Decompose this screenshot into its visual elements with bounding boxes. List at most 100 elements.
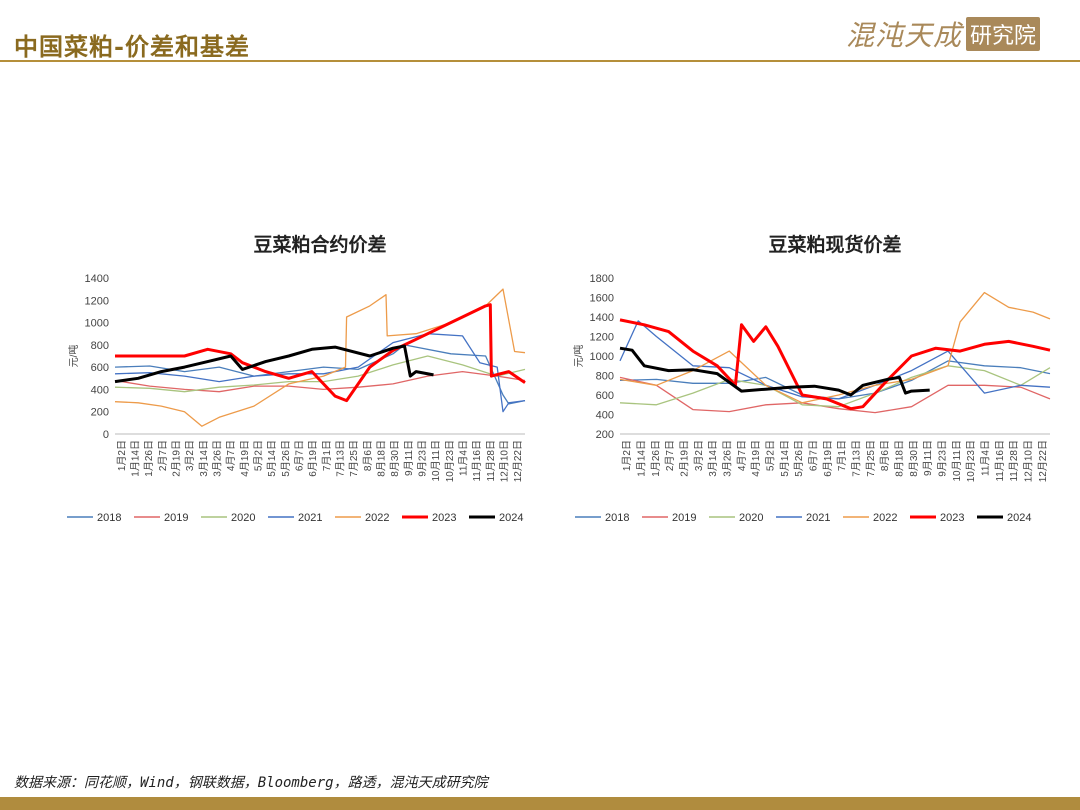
x-tick-label: 10月11日 xyxy=(430,440,442,482)
x-tick-label: 8月30日 xyxy=(389,440,401,477)
x-tick-label: 12月22日 xyxy=(1037,440,1049,482)
x-tick-label: 7月25日 xyxy=(348,440,360,477)
x-tick-label: 7月1日 xyxy=(836,440,848,471)
x-tick-label: 2月7日 xyxy=(157,440,169,471)
series-line-2019 xyxy=(619,376,1051,414)
legend-label-2018: 2018 xyxy=(605,512,629,524)
y-tick-label: 600 xyxy=(91,362,109,374)
y-tick-label: 1000 xyxy=(85,318,109,330)
y-axis-label: 元/吨 xyxy=(67,345,80,368)
footer-bar xyxy=(0,797,1080,810)
legend-label-2020: 2020 xyxy=(231,512,255,524)
x-tick-label: 6月19日 xyxy=(307,440,319,477)
x-tick-label: 8月30日 xyxy=(908,440,920,477)
x-tick-label: 11月28日 xyxy=(485,440,497,482)
y-tick-label: 200 xyxy=(91,407,109,419)
x-tick-label: 11月4日 xyxy=(980,440,992,476)
x-tick-label: 8月18日 xyxy=(376,440,388,477)
y-tick-label: 1000 xyxy=(590,351,614,363)
data-source-note: 数据来源：同花顺，Wind，钢联数据，Bloomberg，路透，混沌天成研究院 xyxy=(14,775,488,791)
x-tick-label: 1月2日 xyxy=(621,440,633,471)
x-tick-label: 3月2日 xyxy=(184,440,196,471)
x-tick-label: 10月23日 xyxy=(965,440,977,482)
x-tick-label: 2月7日 xyxy=(664,440,676,471)
x-tick-label: 7月25日 xyxy=(865,440,877,477)
y-tick-label: 1800 xyxy=(590,273,614,285)
logo-name: 混沌天成 xyxy=(846,19,963,52)
y-tick-label: 400 xyxy=(596,410,614,422)
y-tick-label: 1200 xyxy=(590,332,614,344)
x-tick-label: 11月28日 xyxy=(1008,440,1020,482)
series-line-2022 xyxy=(114,288,526,427)
legend-label-2024: 2024 xyxy=(499,512,523,524)
x-tick-label: 1月26日 xyxy=(143,440,155,477)
x-tick-label: 11月16日 xyxy=(994,440,1006,482)
y-tick-label: 1600 xyxy=(590,293,614,305)
legend-label-2022: 2022 xyxy=(873,512,897,524)
x-tick-label: 8月18日 xyxy=(894,440,906,477)
series-line-2020 xyxy=(114,355,526,393)
x-tick-label: 1月26日 xyxy=(650,440,662,477)
y-tick-label: 1400 xyxy=(85,273,109,285)
x-tick-label: 9月23日 xyxy=(937,440,949,477)
y-tick-label: 0 xyxy=(103,429,109,441)
x-tick-label: 5月2日 xyxy=(253,440,265,471)
x-tick-label: 2月19日 xyxy=(679,440,691,477)
chart-title: 豆菜粕现货价差 xyxy=(768,233,901,256)
x-tick-label: 9月11日 xyxy=(403,440,415,476)
x-tick-label: 1月14日 xyxy=(636,440,648,477)
chart-spot-spread: 豆菜粕现货价差 200 400 600 800 1000 1200 1400 1600 1800 元… xyxy=(572,233,1051,524)
series-line-2021 xyxy=(619,320,1051,400)
series-line-2023 xyxy=(115,303,526,403)
x-tick-label: 11月16日 xyxy=(471,440,483,482)
x-tick-label: 5月14日 xyxy=(779,440,791,477)
x-tick-label: 6月19日 xyxy=(822,440,834,477)
series-line-2021 xyxy=(114,333,526,413)
y-tick-label: 200 xyxy=(596,429,614,441)
x-tick-label: 3月26日 xyxy=(212,440,224,477)
legend-label-2018: 2018 xyxy=(97,512,121,524)
x-tick-label: 3月2日 xyxy=(693,440,705,471)
x-tick-label: 1月14日 xyxy=(130,440,142,477)
legend-label-2021: 2021 xyxy=(298,512,322,524)
x-tick-label: 6月7日 xyxy=(808,440,820,471)
x-tick-label: 4月7日 xyxy=(736,440,748,471)
x-tick-label: 5月26日 xyxy=(280,440,292,477)
brand-logo: 混沌天成 研究院 xyxy=(846,16,1041,52)
x-tick-label: 3月14日 xyxy=(707,440,719,477)
x-tick-label: 7月1日 xyxy=(321,440,333,471)
x-tick-label: 12月10日 xyxy=(1023,440,1035,482)
series-line-2024 xyxy=(114,344,434,384)
x-tick-label: 10月11日 xyxy=(951,440,963,482)
x-tick-label: 7月13日 xyxy=(851,440,863,477)
x-tick-label: 3月14日 xyxy=(198,440,210,477)
x-tick-label: 4月19日 xyxy=(239,440,251,477)
y-tick-label: 600 xyxy=(596,390,614,402)
series-line-2022 xyxy=(619,291,1051,404)
x-tick-label: 2月19日 xyxy=(171,440,183,477)
x-tick-label: 9月23日 xyxy=(417,440,429,477)
legend-label-2019: 2019 xyxy=(672,512,696,524)
legend-label-2023: 2023 xyxy=(940,512,964,524)
legend-label-2021: 2021 xyxy=(806,512,830,524)
y-tick-label: 800 xyxy=(91,340,109,352)
page-title: 中国菜粕-价差和基差 xyxy=(14,32,250,61)
x-tick-label: 10月23日 xyxy=(444,440,456,482)
x-tick-label: 8月6日 xyxy=(879,440,891,471)
legend-label-2019: 2019 xyxy=(164,512,188,524)
x-tick-label: 5月26日 xyxy=(793,440,805,477)
x-tick-label: 5月14日 xyxy=(266,440,278,477)
x-tick-label: 4月7日 xyxy=(225,440,237,471)
x-tick-label: 7月13日 xyxy=(335,440,347,477)
x-tick-label: 8月6日 xyxy=(362,440,374,471)
x-tick-label: 9月11日 xyxy=(922,440,934,476)
header-divider xyxy=(0,60,1080,62)
series-line-2023 xyxy=(619,318,1051,411)
legend-label-2023: 2023 xyxy=(432,512,456,524)
x-tick-label: 12月10日 xyxy=(499,440,511,482)
y-axis-label: 元/吨 xyxy=(572,345,585,368)
chart-title: 豆菜粕合约价差 xyxy=(253,233,386,256)
x-tick-label: 6月7日 xyxy=(294,440,306,471)
x-tick-label: 5月2日 xyxy=(765,440,777,471)
